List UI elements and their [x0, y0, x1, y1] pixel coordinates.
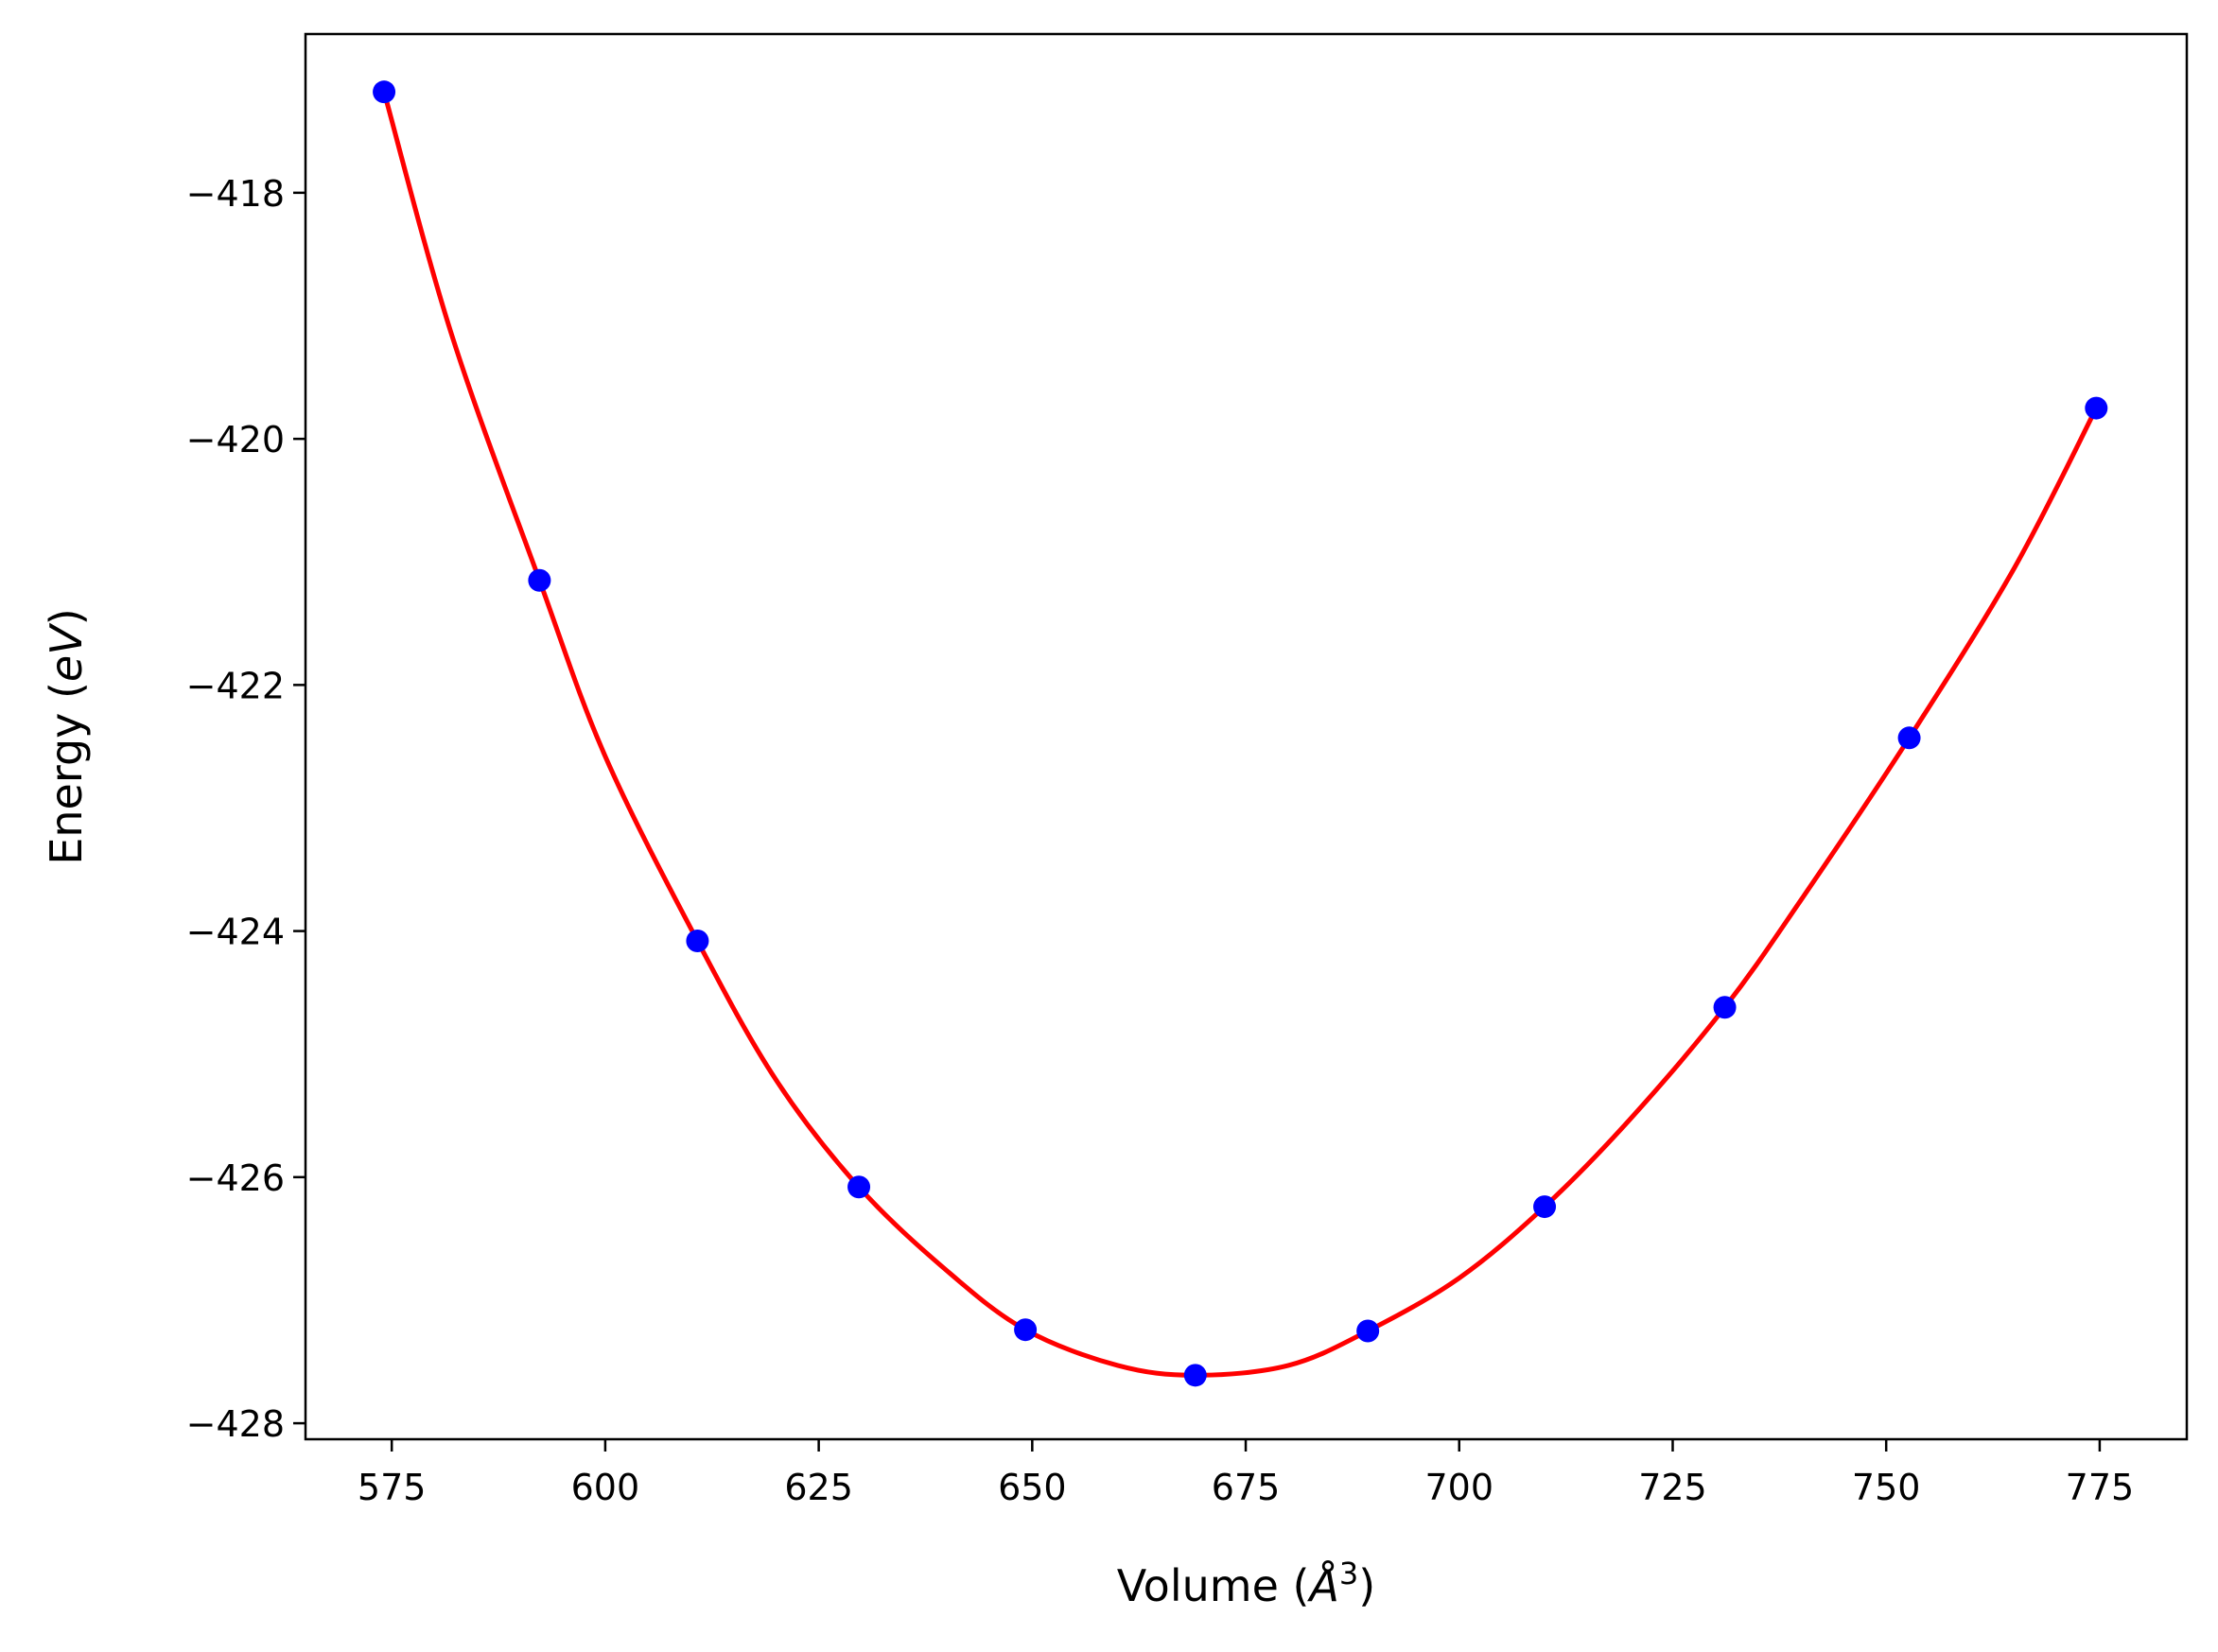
x-axis-ticks: 575 600 625 650 675 700 725 750 775 — [358, 1439, 2134, 1508]
data-point — [1183, 1364, 1207, 1387]
y-tick-label: −418 — [186, 173, 285, 215]
x-tick-label: 675 — [1212, 1467, 1281, 1508]
fit-curve-layer — [381, 91, 2099, 1378]
x-tick-label: 650 — [998, 1467, 1067, 1508]
x-tick-label: 750 — [1852, 1467, 1921, 1508]
x-axis-label: Volume (Å3) — [1117, 1556, 1375, 1611]
data-point — [1713, 996, 1737, 1019]
y-tick-label: −420 — [186, 419, 285, 461]
y-tick-label: −424 — [186, 912, 285, 953]
x-tick-label: 575 — [358, 1467, 427, 1508]
data-point — [1014, 1318, 1038, 1342]
data-point — [847, 1175, 871, 1199]
data-point — [373, 80, 396, 104]
y-tick-label: −428 — [186, 1403, 285, 1445]
data-point — [528, 568, 551, 592]
data-point — [686, 930, 709, 953]
y-tick-label: −422 — [186, 665, 285, 706]
data-point — [1897, 726, 1921, 750]
data-point — [1533, 1195, 1557, 1219]
y-tick-label: −426 — [186, 1157, 285, 1199]
x-tick-label: 725 — [1638, 1467, 1707, 1508]
data-point — [2085, 396, 2108, 420]
x-tick-label: 600 — [571, 1467, 640, 1508]
y-axis-ticks: −418 −420 −422 −424 −426 −428 — [186, 173, 306, 1445]
x-tick-label: 775 — [2066, 1467, 2135, 1508]
x-tick-label: 700 — [1424, 1467, 1493, 1508]
fit-curve — [381, 91, 2099, 1378]
data-point — [1356, 1319, 1380, 1343]
x-tick-label: 625 — [784, 1467, 853, 1508]
y-axis-label: Energy (eV) — [41, 608, 92, 864]
data-points-layer — [373, 80, 2108, 1387]
